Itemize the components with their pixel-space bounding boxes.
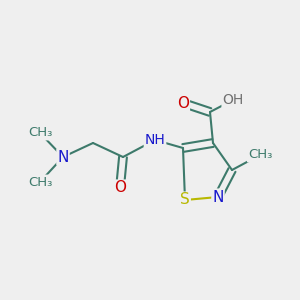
Text: NH: NH <box>145 133 165 147</box>
Text: N: N <box>212 190 224 205</box>
Text: O: O <box>177 95 189 110</box>
Text: OH: OH <box>222 93 244 107</box>
Text: N: N <box>57 149 69 164</box>
Text: CH₃: CH₃ <box>28 127 52 140</box>
Text: CH₃: CH₃ <box>248 148 272 161</box>
Text: O: O <box>114 181 126 196</box>
Text: S: S <box>180 193 190 208</box>
Text: CH₃: CH₃ <box>28 176 52 188</box>
